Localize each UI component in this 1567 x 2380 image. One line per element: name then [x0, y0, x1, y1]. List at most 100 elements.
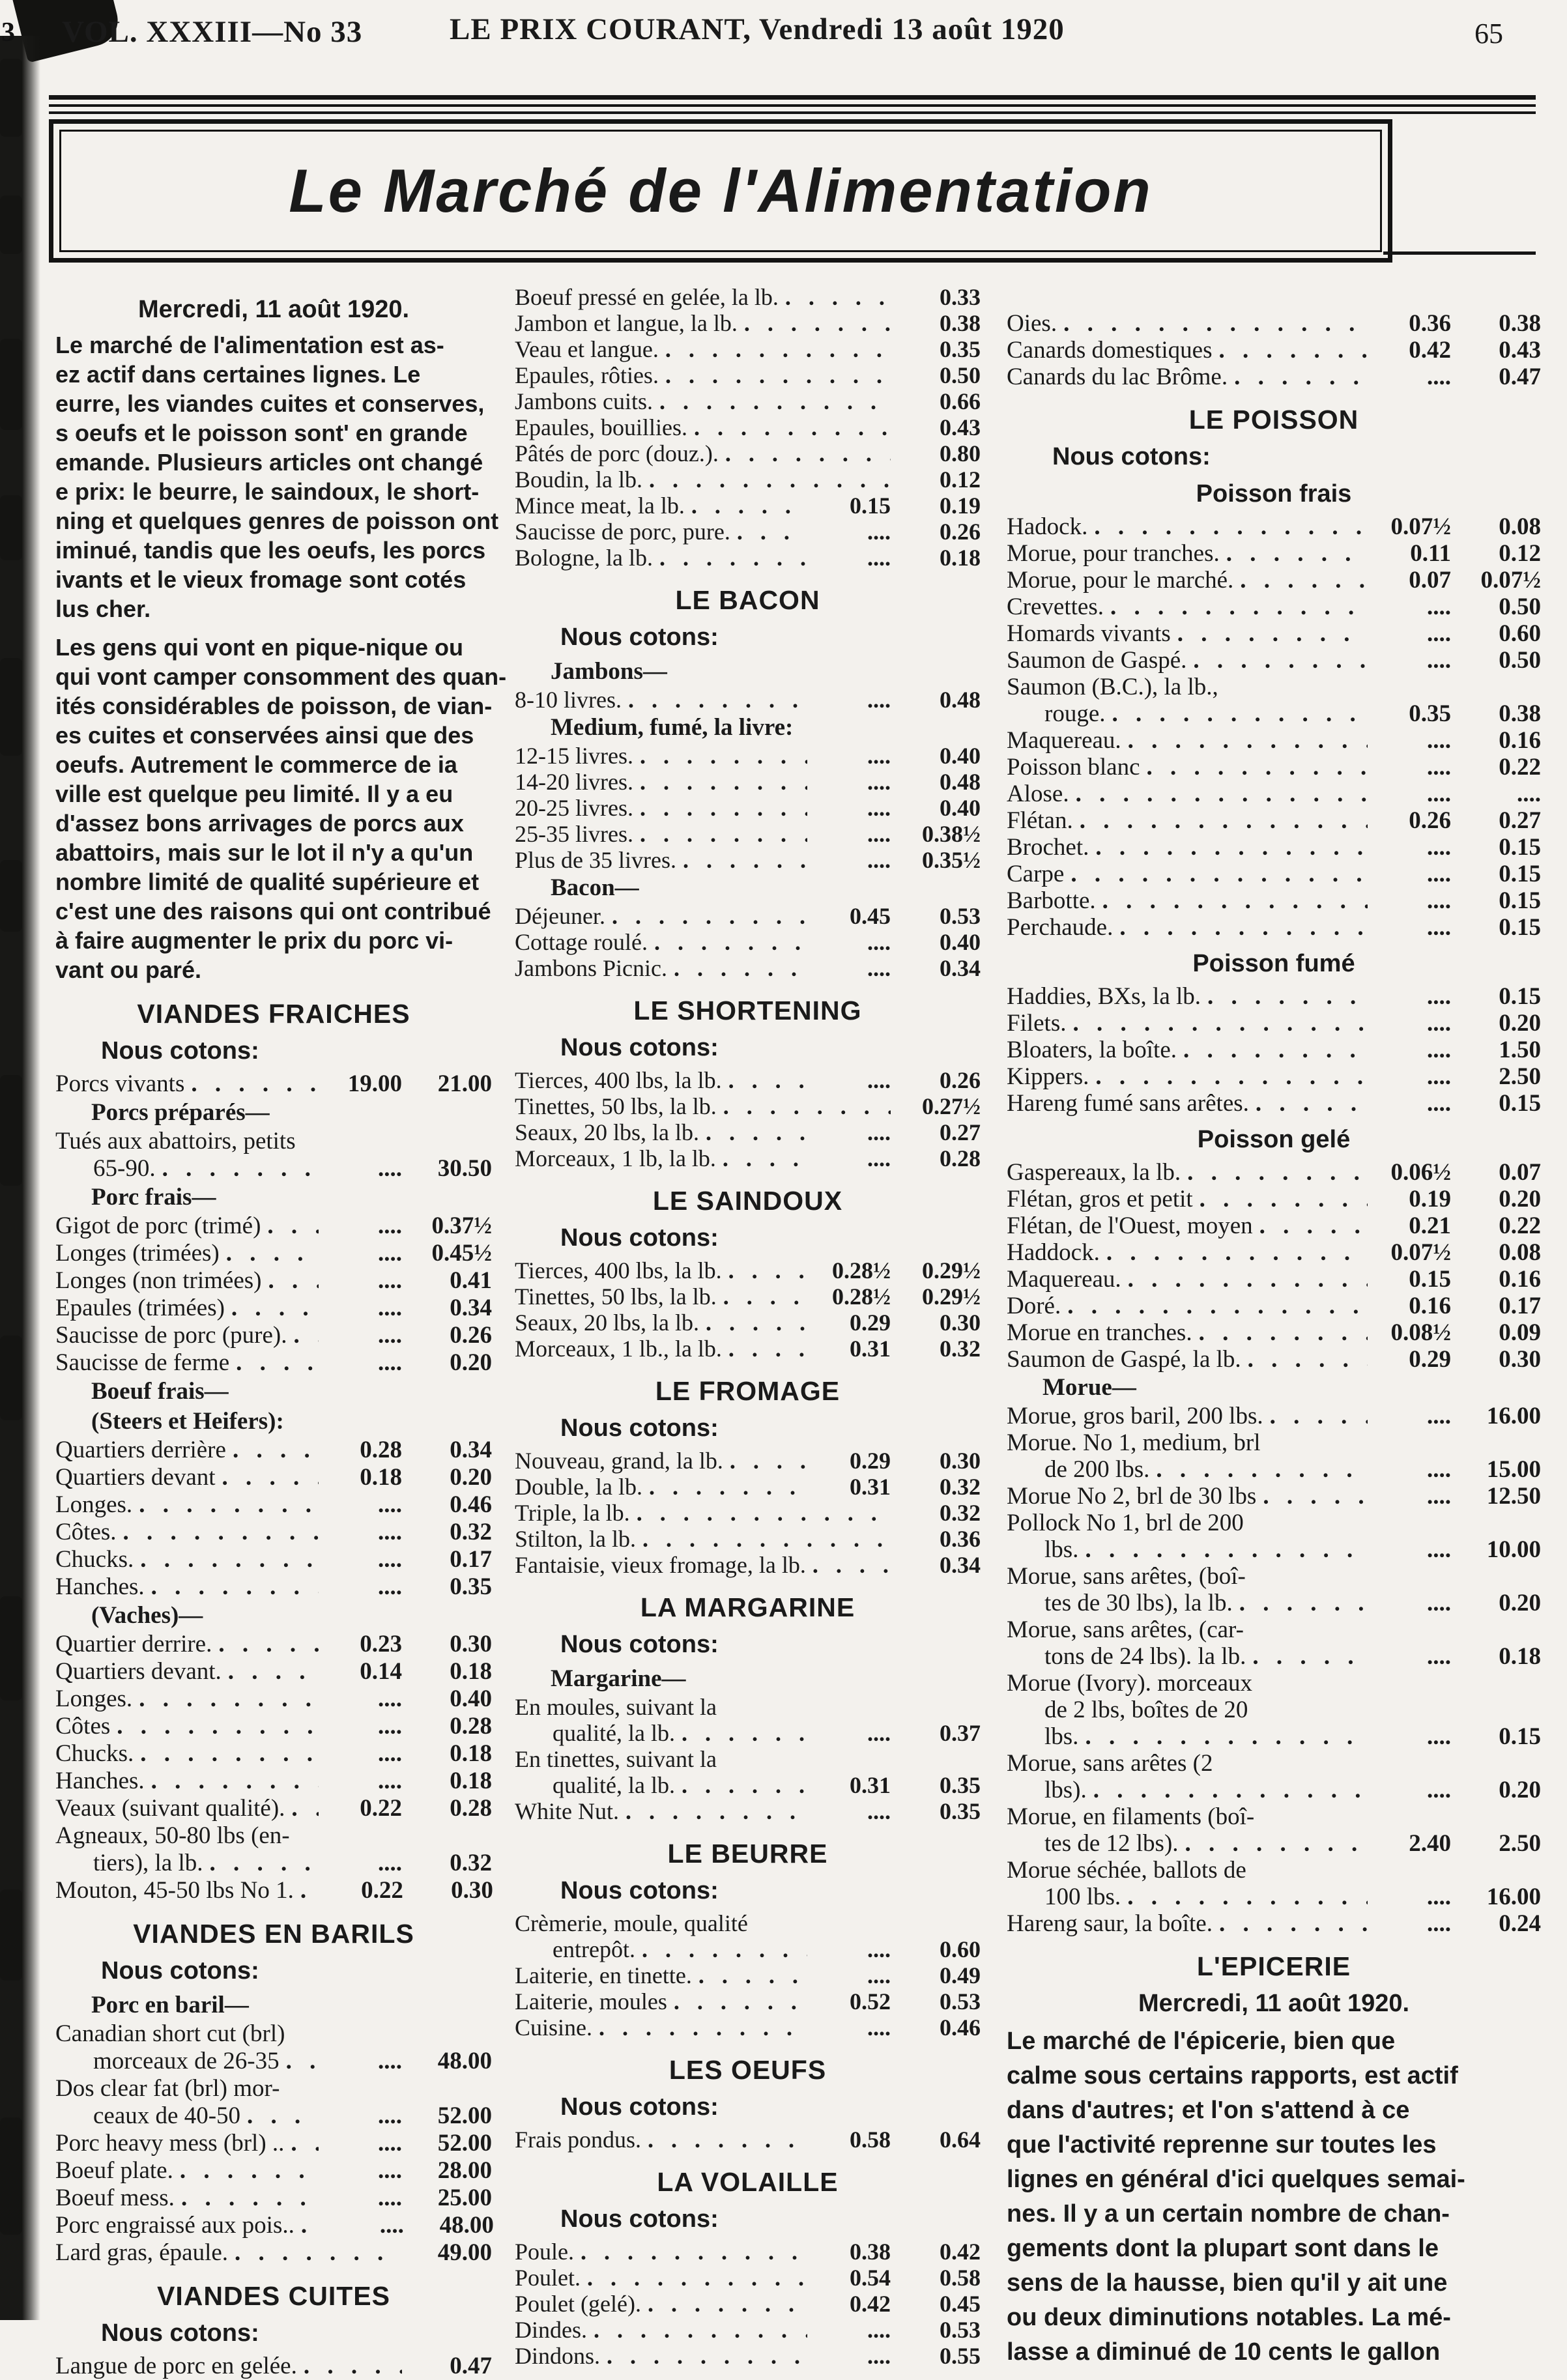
row-label: Oies.	[1007, 310, 1057, 337]
leader-dots	[222, 1658, 319, 1685]
price-row: tiers), la lb..... 0.32	[55, 1850, 492, 1877]
price-high: 0.27	[1499, 807, 1541, 834]
leader-dots	[134, 1546, 319, 1573]
price-high: 0.35	[940, 336, 981, 362]
row-label: Longes (non trimées)	[55, 1267, 262, 1294]
price-high: 0.45½	[431, 1240, 493, 1267]
price-low: ....	[867, 545, 891, 571]
nous-cotons-label: Nous cotons:	[560, 1631, 719, 1658]
price-row: Haddies, BXs, la lb..... 0.15	[1007, 983, 1541, 1010]
price-low: 0.36	[1409, 310, 1451, 337]
row-continuation: Canadian short cut (brl)	[55, 2020, 285, 2047]
row-label: lbs.	[1044, 1536, 1079, 1563]
sub-heading: Margarine—	[551, 1665, 686, 1692]
leader-dots	[633, 821, 807, 847]
leader-dots	[228, 2239, 402, 2267]
price-high: 0.32	[450, 1519, 492, 1545]
price-row: tons de 24 lbs). la lb..... 0.18	[1007, 1643, 1541, 1670]
leader-dots	[1121, 1884, 1368, 1910]
price-row: Perchaude..... 0.15	[1007, 914, 1541, 941]
leader-dots	[630, 1500, 891, 1526]
price-high: 52.00	[437, 2102, 492, 2129]
price-low: 0.07½	[1390, 1239, 1452, 1266]
row-label: Epaules (trimées)	[55, 1295, 225, 1321]
price-low: ....	[1427, 1643, 1451, 1670]
leader-dots	[1096, 887, 1368, 914]
price-low: ....	[867, 1145, 891, 1171]
row-label: Seaux, 20 lbs, la lb.	[515, 1310, 699, 1336]
price-low: ....	[1427, 1090, 1451, 1117]
leader-dots	[132, 1491, 319, 1519]
nous-cotons-label: Nous cotons:	[101, 1957, 259, 1985]
price-low: ....	[867, 1720, 891, 1746]
column-right: Oies. 0.36 0.38 Canards domestiques 0.42 0.43…	[1007, 280, 1541, 2379]
date-line: Mercredi, 11 août 1920.	[137, 296, 410, 323]
price-row: Boeuf pressé en gelée, la lb. 0.33	[515, 284, 981, 310]
price-high: 0.15	[1499, 914, 1541, 941]
price-low: ....	[378, 1349, 402, 1376]
price-row: Langue de porc en gelée. 0.47	[55, 2353, 492, 2380]
leader-dots	[633, 743, 807, 769]
price-high: 0.12	[1499, 540, 1541, 567]
sub-heading-centered: Poisson gelé	[1197, 1126, 1351, 1153]
row-label: Saucisse de porc, pure.	[515, 519, 730, 545]
price-high: 0.60	[940, 1936, 981, 1962]
leader-dots	[1149, 1456, 1368, 1483]
leader-dots	[134, 1740, 319, 1768]
price-high: 0.18	[450, 1740, 492, 1767]
price-low: 0.58	[850, 2127, 891, 2153]
sub-heading: Boeuf frais—	[91, 1378, 229, 1405]
price-high: 0.37½	[431, 1212, 493, 1239]
price-row: Saucisse de porc (pure)..... 0.26	[55, 1322, 492, 1349]
leader-dots	[184, 1070, 319, 1098]
leader-dots	[110, 1713, 319, 1740]
row-label: Boeuf plate.	[55, 2157, 173, 2184]
price-low: ....	[378, 1295, 402, 1321]
price-low: ....	[1427, 1063, 1451, 1090]
row-label: Mince meat, la lb.	[515, 493, 685, 519]
price-row: Mouton, 45-50 lbs No 1. 0.22 0.30	[55, 1877, 493, 1904]
price-low: 19.00	[347, 1070, 402, 1097]
price-high: 0.16	[1499, 727, 1541, 754]
row-label: Barbotte.	[1007, 887, 1096, 914]
row-label: Flétan, de l'Ouest, moyen	[1007, 1212, 1253, 1239]
price-low: 0.06½	[1390, 1159, 1452, 1186]
row-label: Bologne, la lb.	[515, 545, 653, 571]
leader-dots	[1073, 807, 1368, 834]
price-row: Stilton, la lb. 0.36	[515, 1526, 981, 1552]
price-row: 65-90..... 30.50	[55, 1155, 492, 1183]
price-low: ....	[379, 2212, 404, 2239]
price-high: 0.07½	[1480, 567, 1542, 594]
paragraph-line: vant ou paré.	[55, 956, 202, 983]
price-low: ....	[378, 2102, 402, 2129]
row-label: Tinettes, 50 lbs, la lb.	[515, 1093, 717, 1119]
row-label: Flétan.	[1007, 807, 1073, 834]
row-label: Morue No 2, brl de 30 lbs	[1007, 1483, 1257, 1510]
leader-dots	[1233, 1590, 1368, 1616]
leader-dots	[1181, 1159, 1368, 1186]
price-row: 14-20 livres..... 0.48	[515, 769, 981, 795]
price-high: ....	[1517, 781, 1541, 807]
price-high: 0.38	[940, 310, 981, 336]
paragraph-line: lasse a diminué de 10 cents le gallon	[1007, 2338, 1441, 2366]
price-low: ....	[378, 1546, 402, 1573]
price-row: Chucks..... 0.18	[55, 1740, 492, 1768]
leader-dots	[642, 466, 891, 493]
row-label: Morue, pour tranches.	[1007, 540, 1220, 567]
row-label: Saucisse de porc (pure).	[55, 1322, 287, 1349]
nous-cotons-label: Nous cotons:	[560, 2205, 719, 2233]
sub-heading-centered: Poisson fumé	[1192, 950, 1355, 977]
price-row: Triple, la lb. 0.32	[515, 1500, 981, 1526]
row-label: Saumon de Gaspé.	[1007, 647, 1187, 674]
leader-dots	[1140, 754, 1368, 781]
leader-dots	[659, 362, 891, 388]
price-row: Morceaux, 1 lb, la lb..... 0.28	[515, 1145, 981, 1171]
row-label: Longes.	[55, 1491, 133, 1518]
paragraph-line: abattoirs, mais sur le lot il n'y a qu'u…	[55, 839, 474, 866]
row-label: Stilton, la lb.	[515, 1526, 637, 1552]
price-high: 0.64	[940, 2127, 981, 2153]
price-high: 0.28	[450, 1713, 492, 1740]
price-row: Flétan. 0.26 0.27	[1007, 807, 1541, 834]
price-row: Côtes..... 0.32	[55, 1519, 492, 1546]
price-high: 0.38	[1499, 700, 1541, 727]
